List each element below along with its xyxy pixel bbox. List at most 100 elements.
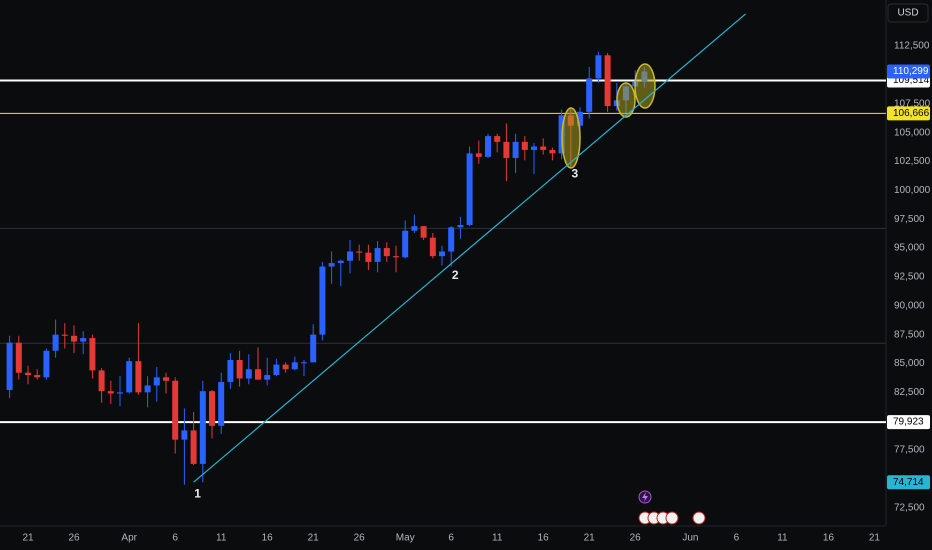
candle-body [448,227,455,252]
levels [0,79,886,424]
candle-body [402,230,409,258]
candle-body [586,78,593,112]
x-tick-label: 26 [630,533,642,544]
candle-body [595,55,602,79]
x-tick-label: 26 [68,533,80,544]
candle-body [301,362,307,364]
axis: 72,500 77,500 82,500 85,000 87,500 90,000 92,5… [22,41,930,544]
x-tick-label: 6 [172,533,178,544]
annotation: 1 [194,486,201,500]
candle-body [135,361,142,393]
candle-body [466,153,473,225]
candle-body [512,141,519,159]
candle-body [6,342,13,391]
candle-body [485,136,491,157]
candle-body [347,251,353,261]
x-tick-label: 11 [216,533,227,544]
candle-body [71,335,77,342]
y-tick-label: 102,500 [894,156,931,167]
candle-body [80,338,87,342]
candle-body [356,251,363,253]
candle-body [199,391,206,464]
candle-body [153,377,160,386]
price-label: 106,666 [893,108,930,119]
y-tick-label: 72,500 [894,502,925,513]
candle-body [503,141,510,159]
candle-body [236,360,243,379]
y-tick-label: 87,500 [894,329,925,340]
y-tick-label: 85,000 [894,358,925,369]
overlay: 1 2 3 [193,13,746,500]
candle-body [374,248,381,262]
candle-body [604,55,611,107]
candle-body [282,364,289,370]
candle-body [310,334,317,363]
y-tick-label: 77,500 [894,445,925,456]
highlight-ellipse [616,82,636,118]
candle-body [475,153,482,157]
candle-body [98,370,105,392]
candle-body [43,350,50,378]
candle-body [540,146,547,150]
candle-body [163,377,169,381]
candle-body [291,362,298,370]
annotation: 2 [452,268,459,282]
event-icon[interactable] [665,511,679,525]
highlight-ellipse [634,63,656,109]
candle-body [494,136,501,142]
candles [6,51,648,485]
highlight-ellipse [561,107,581,169]
y-tick-label: 107,500 [894,98,931,109]
candle-body [337,260,344,264]
candle-body [144,385,151,393]
candle-body [411,226,418,231]
candle-body [439,251,445,257]
candle-body [190,430,197,464]
candle-body [126,361,133,393]
y-tick-label: 112,500 [894,41,930,52]
candle-body [521,141,528,150]
x-tick-label: Jun [682,533,698,544]
y-tick-label: 97,500 [894,214,925,225]
candle-body [365,252,372,262]
candle-body [15,342,22,373]
x-tick-label: 11 [777,533,788,544]
candle-body [209,391,215,426]
x-tick-label: 16 [823,533,835,544]
candle-body [273,364,280,376]
x-tick-label: Apr [121,533,137,544]
x-tick-label: 6 [734,533,740,544]
x-tick-label: 21 [869,533,881,544]
x-tick-label: 16 [262,533,274,544]
candle-body [245,369,252,379]
candle-body [227,360,234,382]
price-label-box [887,415,930,430]
x-tick-label: 6 [448,533,454,544]
currency-button[interactable] [887,3,929,23]
event-icon[interactable] [692,511,706,525]
y-tick-label: 95,000 [894,243,925,254]
candle-body [319,266,326,335]
y-tick-label: 100,000 [894,185,931,196]
y-tick-label: 82,500 [894,387,925,398]
x-tick-label: 21 [308,533,320,544]
event-icon-glyph [642,492,648,502]
candle-body [429,237,436,257]
candle-body [25,372,31,376]
x-tick-label: 11 [492,533,503,544]
price-label: 109,514 [893,75,930,86]
candle-body [89,338,96,371]
event-icons [638,490,706,525]
y-tick-label: 92,500 [894,272,925,283]
x-tick-label: 16 [538,533,550,544]
candle-body [457,224,464,228]
annotation: 3 [571,166,578,180]
candle-body [117,392,123,394]
candle-body [328,263,335,267]
candle-body [577,111,583,126]
candle-body [393,256,399,258]
candle-body [172,380,179,440]
candle-body [107,391,114,394]
